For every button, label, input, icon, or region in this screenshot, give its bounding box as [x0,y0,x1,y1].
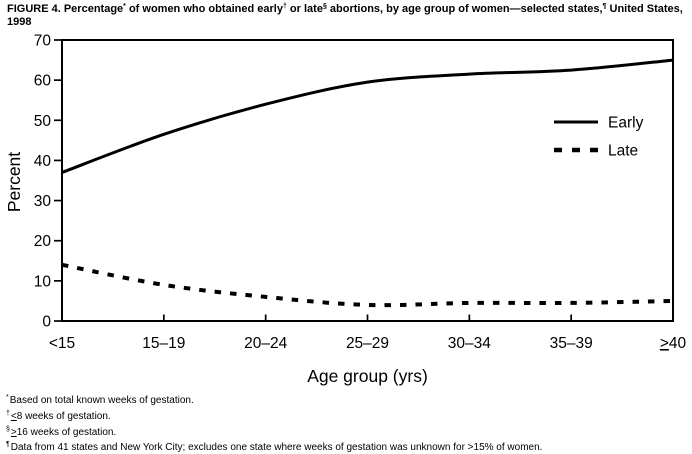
line-chart: 0 10 20 30 40 50 60 70 <15 15–19 20–24 25–29 30–34 35… [4,33,687,387]
footnote-marker: ¶ [6,441,10,449]
footnote-text: >16 weeks of gestation. [10,426,117,438]
y-tick-label: 50 [34,113,52,130]
early-series-line [61,58,674,174]
y-tick-label: 0 [42,314,51,331]
x-tick-label: <15 [49,335,75,352]
title-superscript: § [322,3,327,10]
legend-early-label: Early [608,115,644,132]
y-tick-label: 10 [34,273,52,290]
x-tick-label: >40 [660,335,687,352]
y-axis: 0 10 20 30 40 50 60 70 [34,33,62,331]
y-tick-label: 40 [34,153,52,170]
footnotes: *Based on total known weeks of gestation… [6,392,690,454]
title-text: abortions, by age group of women—selecte… [326,3,603,15]
y-tick-label: 20 [34,233,52,250]
x-tick-label: 35–39 [550,335,593,352]
footnote-text: <8 weeks of gestation. [10,410,111,422]
footnote-text: Data from 41 states and New York City; e… [10,442,543,454]
x-tick-label: 15–19 [142,335,185,352]
x-tick-label: 20–24 [244,335,287,352]
x-axis: <15 15–19 20–24 25–29 30–34 35–39 >40 [49,314,687,352]
y-tick-label: 70 [34,33,52,50]
x-tick-label: 25–29 [346,335,389,352]
title-superscript: * [123,3,126,10]
title-superscript: † [282,3,287,10]
footnote-text: Based on total known weeks of gestation. [9,395,194,406]
x-axis-title: Age group (yrs) [307,366,428,386]
y-tick-label: 60 [34,73,52,90]
legend-late-label: Late [608,143,638,160]
footnote-line: §>16 weeks of gestation. [6,424,690,440]
footnote-line: *Based on total known weeks of gestation… [6,392,690,408]
title-superscript: ¶ [602,3,607,10]
title-text: United States, 1998 [7,3,683,28]
late-series-line [61,262,674,308]
legend: Early Late [554,115,644,160]
y-axis-title: Percent [4,152,24,212]
footnote-marker: § [6,425,10,433]
footnote-marker: † [6,409,10,417]
title-text: FIGURE 4. Percentage [7,3,124,15]
footnote-line: †<8 weeks of gestation. [6,408,690,424]
title-text: or late [286,3,323,15]
y-tick-label: 30 [34,193,52,210]
footnote-marker: * [6,394,9,401]
footnote-line: ¶Data from 41 states and New York City; … [6,439,690,454]
figure-title: FIGURE 4. Percentage* of women who obtai… [7,3,689,29]
title-text: of women who obtained early [125,3,283,15]
x-tick-label: 30–34 [448,335,491,352]
